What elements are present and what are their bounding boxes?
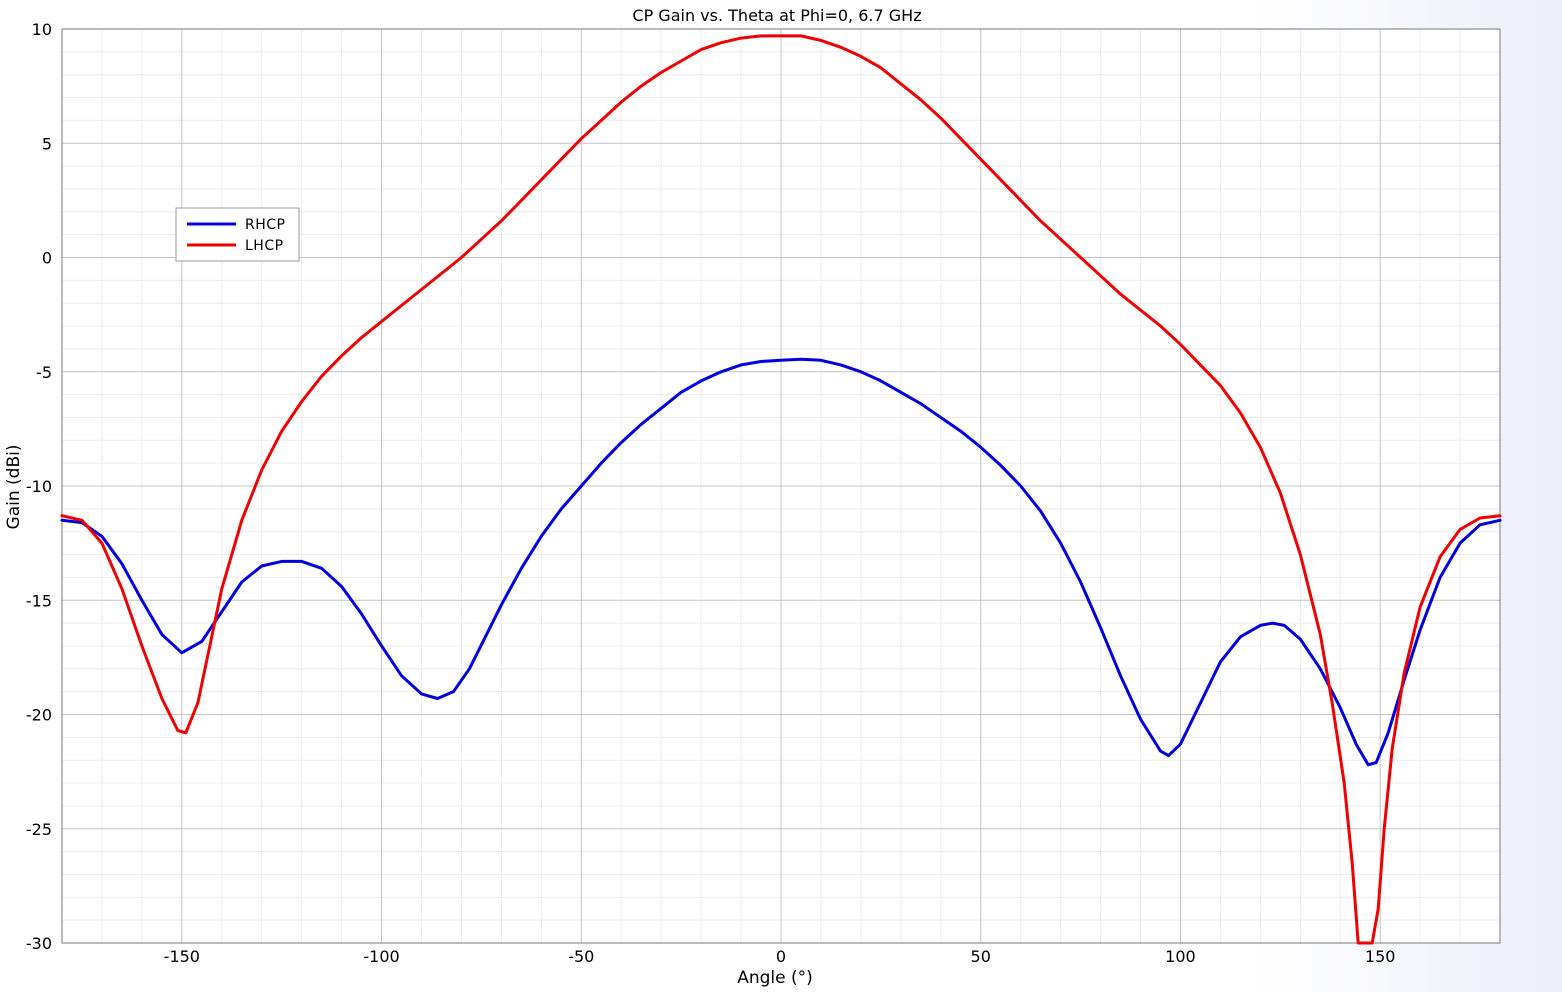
- legend-box: [175, 207, 300, 262]
- plot-area-border: [61, 28, 1501, 944]
- y-axis-label: Gain (dBi): [4, 445, 24, 530]
- y-tick-labels: 10 5 0 -5 -10 -15 -20 -25 -30: [26, 20, 52, 953]
- major-grid: [62, 29, 1500, 943]
- y-tick-label: -20: [26, 706, 52, 725]
- y-tick-label: -5: [36, 363, 52, 382]
- series-layer: [60, 34, 1502, 945]
- y-tick-label: -15: [26, 591, 52, 610]
- y-tick-label: 0: [42, 249, 52, 268]
- y-tick-label: 5: [42, 134, 52, 153]
- legend-label-lhcp: LHCP: [245, 238, 284, 254]
- y-tick-label: 10: [32, 20, 52, 39]
- x-tick-label: -150: [164, 947, 200, 966]
- series-line-rhcp: [60, 357, 1502, 767]
- y-tick-label: -30: [26, 934, 52, 953]
- y-tick-label: -25: [26, 820, 52, 839]
- x-tick-label: -50: [568, 947, 594, 966]
- x-tick-label: 0: [776, 947, 786, 966]
- x-tick-label: 50: [971, 947, 991, 966]
- chart-title: CP Gain vs. Theta at Phi=0, 6.7 GHz: [632, 6, 921, 25]
- x-axis-label: Angle (°): [737, 968, 813, 988]
- legend: RHCP LHCP: [175, 207, 300, 262]
- x-tick-label: 150: [1365, 947, 1396, 966]
- legend-label-rhcp: RHCP: [245, 217, 285, 233]
- x-tick-label: 100: [1165, 947, 1196, 966]
- series-line-lhcp: [60, 34, 1502, 945]
- x-tick-labels: -150 -100 -50 0 50 100 150: [164, 947, 1396, 966]
- x-tick-label: -100: [363, 947, 399, 966]
- y-tick-label: -10: [26, 477, 52, 496]
